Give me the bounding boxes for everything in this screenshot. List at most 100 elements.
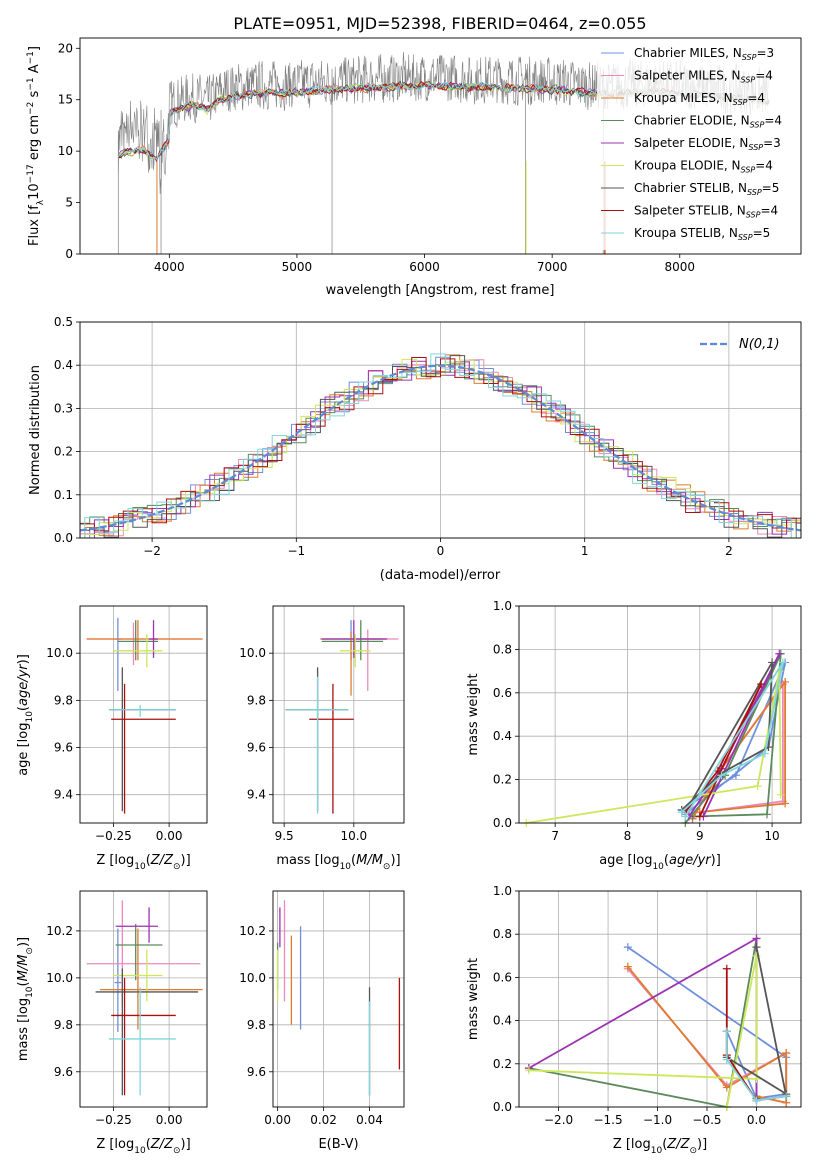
series-marker <box>623 962 632 971</box>
x-tick-label: 4000 <box>154 260 185 274</box>
legend-label: N(0,1) <box>739 337 780 352</box>
y-axis-label: Normed distribution <box>28 365 43 495</box>
y-tick-label: 9.4 <box>247 788 266 802</box>
x-tick-label: 9.5 <box>275 829 294 843</box>
y-tick-label: 0.2 <box>493 773 512 787</box>
legend-tail: =5 <box>753 226 771 240</box>
series-marker <box>768 658 777 667</box>
x-tick-label: 5000 <box>282 260 313 274</box>
label-part: λ <box>36 199 46 205</box>
y-tick-label: 0.0 <box>493 1100 512 1114</box>
y-tick-label: 0.8 <box>493 927 512 941</box>
series-marker <box>781 799 790 808</box>
y-tick-label: 9.6 <box>54 741 73 755</box>
spectrum-model-line <box>117 81 603 162</box>
legend-main: Kroupa ELODIE, N <box>634 159 741 173</box>
legend-label: Chabrier MILES, NSSP=3 <box>634 46 774 62</box>
y-tick-label: 1.0 <box>493 599 512 613</box>
label-part: −2 <box>26 102 36 115</box>
series-marker <box>722 1055 731 1064</box>
x-tick-label: 2 <box>725 544 733 558</box>
label-part: M/M <box>16 955 31 982</box>
legend-main: Chabrier STELIB, N <box>634 181 747 195</box>
y-axis-label: age [log10(age/yr)] <box>16 654 35 776</box>
legend-label: Kroupa MILES, NSSP=4 <box>634 91 765 107</box>
x-tick-label: −0.25 <box>95 1113 132 1127</box>
x-tick-label: −1.5 <box>593 1113 622 1127</box>
series-line <box>688 653 781 818</box>
label-part: )] <box>390 853 400 868</box>
panel-mass_vs_Z: −0.25 0.009.69.810.010.2Z [log10(Z/Z⊙)]ma… <box>16 890 208 1156</box>
series-line <box>684 683 763 817</box>
label-part: mass [log <box>16 998 31 1061</box>
y-tick-label: 0.1 <box>54 488 73 502</box>
label-part: s <box>27 90 42 101</box>
label-part: A <box>27 64 42 77</box>
y-axis-label: mass weight <box>466 673 481 755</box>
y-tick-label: 10.2 <box>239 924 266 938</box>
y-tick-label: 9.6 <box>247 1065 266 1079</box>
y-tick-label: 0.4 <box>493 729 512 743</box>
y-tick-label: 0.6 <box>493 686 512 700</box>
label-part: ] <box>27 46 42 51</box>
label-part: E(B-V) <box>318 1137 358 1152</box>
series-line <box>681 661 773 813</box>
label-part: 10 <box>25 986 35 998</box>
panel-weight_vs_Z: −2.0 −1.5 −1.0 −0.5 0.0 0.0 0.2 0.4 0.6 0.8 1.0 Z [… <box>466 884 802 1156</box>
label-part: Z [log <box>96 1137 134 1152</box>
series-marker <box>763 810 772 819</box>
y-tick-label: 20 <box>58 41 73 55</box>
legend-sub: SSP <box>748 143 763 152</box>
x-tick-label: −0.5 <box>692 1113 721 1127</box>
label-part: ⊙ <box>25 947 35 955</box>
y-tick-label: 9.6 <box>54 1065 73 1079</box>
axes-frame <box>272 890 405 1108</box>
x-tick-label: 10 <box>764 829 779 843</box>
series-marker <box>717 771 726 780</box>
x-tick-label: 0.00 <box>156 1113 183 1127</box>
legend-sub: SSP <box>741 166 756 175</box>
legend-main: Salpeter STELIB, N <box>634 204 746 218</box>
series-marker <box>776 790 785 799</box>
legend-sub: SSP <box>750 121 765 130</box>
label-part: )] <box>711 853 721 868</box>
label-part: ( <box>16 981 31 986</box>
series-marker <box>524 1066 533 1075</box>
y-tick-label: 10 <box>58 144 73 158</box>
x-tick-label: −2.0 <box>544 1113 573 1127</box>
label-part: ( <box>351 853 356 868</box>
x-axis-label: age [log10(age/yr)] <box>599 853 721 872</box>
label-part: M/M <box>356 853 383 868</box>
label-part: 10 <box>134 862 146 872</box>
y-tick-label: 10.0 <box>46 646 73 660</box>
series-marker <box>695 812 704 821</box>
x-tick-label: 8000 <box>664 260 695 274</box>
axes-frame <box>79 321 802 539</box>
x-tick-label: 10.0 <box>340 829 367 843</box>
series-line <box>528 936 758 1101</box>
spectrum-model-line <box>118 81 603 159</box>
legend-tail: =4 <box>755 69 773 83</box>
label-part: ( <box>662 1137 667 1152</box>
label-part: Z/Z <box>150 853 174 868</box>
series-marker <box>775 649 784 658</box>
label-part: 10 <box>340 862 352 872</box>
legend-main: Salpeter ELODIE, N <box>634 136 748 150</box>
x-axis-label: E(B-V) <box>318 1137 358 1152</box>
x-tick-label: −2 <box>143 544 161 558</box>
y-tick-label: 0.0 <box>54 531 73 545</box>
x-axis-label: mass [log10(M/M⊙)] <box>276 853 400 872</box>
series-marker <box>752 943 761 952</box>
series-marker <box>752 1096 761 1105</box>
y-tick-label: 9.8 <box>247 1018 266 1032</box>
y-tick-label: 9.8 <box>247 693 266 707</box>
y-tick-label: 0.4 <box>493 1014 512 1028</box>
legend-box <box>597 44 796 250</box>
axes-frame <box>272 605 405 824</box>
legend-label: Chabrier STELIB, NSSP=5 <box>634 181 779 197</box>
label-part: age [log <box>16 723 31 776</box>
legend-label: Salpeter STELIB, NSSP=4 <box>634 204 778 220</box>
legend-tail: =4 <box>764 114 782 128</box>
